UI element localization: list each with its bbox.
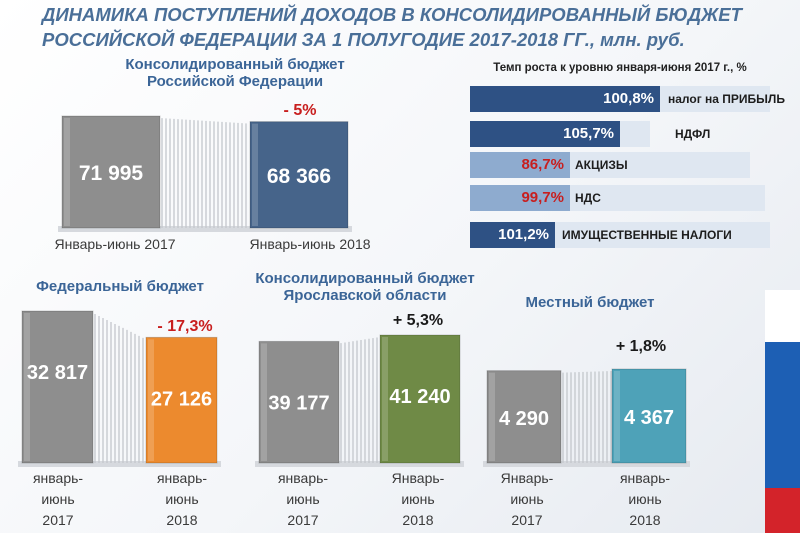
growth-label-property-tax: ИМУЩЕСТВЕННЫЕ НАЛОГИ	[562, 228, 732, 242]
growth-row-ndfl: 105,7% НДФЛ	[470, 121, 710, 147]
rf-budget-caption: Консолидированный бюджет Российской Феде…	[95, 56, 375, 90]
federal-x-2017-line-3: 2017	[42, 512, 74, 528]
federal-bar-highlight-2018	[148, 339, 154, 461]
rf-connector	[161, 118, 247, 228]
growth-bar-ndfl	[470, 121, 620, 147]
flag-white-stripe	[765, 290, 800, 342]
growth-label-ndfl: НДФЛ	[675, 127, 711, 141]
local-x-2017-line-2: июнь	[510, 491, 544, 507]
federal-budget-x-label-2018: январь- июнь 2018	[142, 468, 222, 531]
yaroslavl-x-2018-line-3: 2018	[402, 512, 434, 528]
local-x-2018-line-3: 2018	[629, 512, 661, 528]
growth-rates-title: Темп роста к уровню января-июня 2017 г.,…	[493, 62, 747, 74]
federal-x-2018-line-1: январь-	[156, 470, 208, 486]
yaroslavl-bar-2018	[379, 334, 461, 464]
yaroslavl-x-2017-line-2: июнь	[286, 491, 320, 507]
flag-red-stripe	[765, 488, 800, 533]
rf-budget-x-label-2018: Январь-июнь 2018	[249, 236, 371, 252]
growth-bar-tax-profit	[470, 86, 660, 112]
local-value-label-2017: 4 290	[499, 408, 549, 430]
yaroslavl-bar-highlight-2017	[261, 343, 267, 461]
rf-budget-caption-line-1: Консолидированный бюджет	[125, 56, 345, 73]
rf-base-shadow	[58, 226, 352, 232]
yaroslavl-budget-caption: Консолидированный бюджет Ярославской обл…	[240, 270, 490, 304]
yaroslavl-budget-change: + 5,3%	[392, 312, 444, 329]
growth-row-excise: 86,7% АКЦИЗЫ	[470, 152, 750, 178]
local-x-2017-line-3: 2017	[511, 512, 543, 528]
local-budget-x-label-2017: Январь- июнь 2017	[487, 468, 567, 531]
local-budget-caption: Местный бюджет	[525, 294, 655, 311]
page-title: ДИНАМИКА ПОСТУПЛЕНИЙ ДОХОДОВ В КОНСОЛИДИ…	[42, 2, 762, 52]
page-title-line-2: РОССИЙСКОЙ ФЕДЕРАЦИИ ЗА 1 ПОЛУГОДИЕ 2017…	[42, 29, 685, 50]
local-x-2018-line-1: январь-	[619, 470, 671, 486]
growth-bar-excise	[470, 152, 570, 178]
local-value-label-2018: 4 367	[624, 407, 674, 429]
federal-bar-highlight-2017	[24, 313, 30, 461]
growth-row-vat: 99,7% НДС	[470, 185, 765, 211]
yaroslavl-x-2017-line-3: 2017	[287, 512, 319, 528]
local-bar-highlight-2018	[614, 371, 620, 461]
federal-value-label-2017: 32 817	[27, 362, 88, 384]
yaroslavl-budget-x-label-2018: Январь- июнь 2018	[378, 468, 458, 531]
growth-label-vat: НДС	[575, 191, 601, 205]
federal-base-shadow	[18, 461, 221, 467]
growth-row-property-tax: 101,2% ИМУЩЕСТВЕННЫЕ НАЛОГИ	[470, 222, 770, 248]
federal-budget-change: - 17,3%	[157, 318, 213, 335]
local-bar-highlight-2017	[489, 372, 495, 461]
rf-budget-change: - 5%	[283, 102, 317, 119]
local-base-shadow	[483, 461, 690, 467]
growth-label-excise: АКЦИЗЫ	[575, 158, 628, 172]
rf-bar-2018	[249, 121, 349, 229]
growth-value-property-tax: 101,2%	[498, 226, 549, 243]
growth-bar-vat	[470, 185, 570, 211]
rf-budget-caption-line-2: Российской Федерации	[146, 73, 324, 90]
rf-value-label-2018: 68 366	[267, 165, 331, 188]
yaroslavl-x-2017-line-1: январь-	[277, 470, 329, 486]
federal-connector	[94, 313, 144, 463]
growth-label-tax-profit: налог на ПРИБЫЛЬ	[668, 92, 785, 106]
rf-value-label-2017: 71 995	[79, 162, 144, 185]
local-budget-x-label-2018: январь- июнь 2018	[605, 468, 685, 531]
yaroslavl-connector	[340, 337, 378, 463]
growth-bar-property-tax	[470, 222, 555, 248]
growth-value-excise: 86,7%	[521, 156, 564, 173]
federal-bar-2017	[21, 310, 94, 464]
flag-blue-stripe	[765, 342, 800, 488]
yaroslavl-x-2018-line-2: июнь	[401, 491, 435, 507]
yaroslavl-caption-line-1: Консолидированный бюджет	[255, 270, 475, 287]
yaroslavl-value-label-2017: 39 177	[268, 392, 329, 414]
page-title-line-1: ДИНАМИКА ПОСТУПЛЕНИЙ ДОХОДОВ В КОНСОЛИДИ…	[42, 4, 742, 25]
federal-x-2018-line-3: 2018	[166, 512, 198, 528]
federal-x-2017-line-1: январь-	[32, 470, 84, 486]
yaroslavl-base-shadow	[255, 461, 464, 467]
rf-bar-2017	[61, 115, 161, 229]
growth-value-vat: 99,7%	[521, 189, 564, 206]
local-budget-change: + 1,8%	[615, 338, 667, 355]
yaroslavl-budget-x-label-2017: январь- июнь 2017	[263, 468, 343, 531]
federal-bar-2018	[145, 336, 218, 464]
growth-row-tax-profit: 100,8% налог на ПРИБЫЛЬ	[470, 86, 785, 112]
growth-value-tax-profit: 100,8%	[603, 90, 654, 107]
local-x-2017-line-1: Январь-	[500, 470, 554, 486]
yaroslavl-x-2018-line-1: Январь-	[391, 470, 445, 486]
federal-x-2017-line-2: июнь	[41, 491, 75, 507]
local-connector	[562, 371, 612, 463]
rf-bar-highlight-2017	[64, 118, 70, 226]
local-bar-2018	[611, 368, 687, 464]
growth-value-ndfl: 105,7%	[563, 125, 614, 142]
local-bar-2017	[486, 370, 562, 464]
federal-value-label-2018: 27 126	[151, 388, 212, 410]
yaroslavl-value-label-2018: 41 240	[389, 386, 450, 408]
rf-budget-x-label-2017: Январь-июнь 2017	[54, 236, 176, 252]
yaroslavl-bar-highlight-2018	[382, 337, 388, 461]
yaroslavl-bar-2017	[258, 340, 340, 464]
federal-x-2018-line-2: июнь	[165, 491, 199, 507]
yaroslavl-caption-line-2: Ярославской области	[283, 287, 447, 304]
local-x-2018-line-2: июнь	[628, 491, 662, 507]
federal-budget-x-label-2017: январь- июнь 2017	[18, 468, 98, 531]
rf-bar-highlight-2018	[252, 123, 258, 226]
federal-budget-caption: Федеральный бюджет	[36, 278, 204, 295]
